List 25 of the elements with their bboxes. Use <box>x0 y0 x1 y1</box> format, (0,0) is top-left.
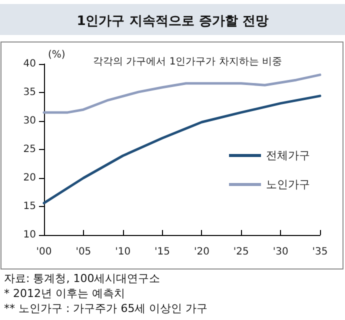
chart-subtitle: 각각의 가구에서 1인가구가 차지하는 비중 <box>93 56 282 68</box>
x-tick-label: '00 <box>36 246 52 258</box>
line-series <box>42 94 322 204</box>
y-tick-label: 10 <box>23 230 36 240</box>
y-tick-label: 40 <box>23 58 36 70</box>
y-tick-label: 30 <box>23 116 36 126</box>
x-tick-label: '25 <box>233 246 249 258</box>
x-tick-label: '15 <box>154 246 170 258</box>
text: ** 노인가구 : 가구주가 65세 이상인 가구 <box>4 302 208 315</box>
y-tick-label: 25 <box>23 144 36 155</box>
legend-label: 노인가구 <box>266 178 310 191</box>
x-tick-label: '10 <box>115 246 131 258</box>
x-tick-label: '20 <box>194 246 210 258</box>
x-tick-label: '30 <box>272 246 288 258</box>
y-tick-label: 15 <box>23 201 36 212</box>
text: 자료: 통계청, 100세시대연구소 <box>4 272 160 285</box>
legend-label: 전체가구 <box>266 149 310 162</box>
x-tick-label: '05 <box>76 246 92 258</box>
y-tick-label: 20 <box>23 172 36 184</box>
chart-title: 1인가구 지속적으로 증가할 전망 <box>76 14 268 29</box>
text: * 2012년 이후는 예측치 <box>4 287 125 300</box>
x-tick-label: '35 <box>312 246 328 258</box>
line-series <box>42 74 322 114</box>
y-tick-label: 35 <box>23 87 36 98</box>
y-axis-title: (%) <box>48 50 66 60</box>
